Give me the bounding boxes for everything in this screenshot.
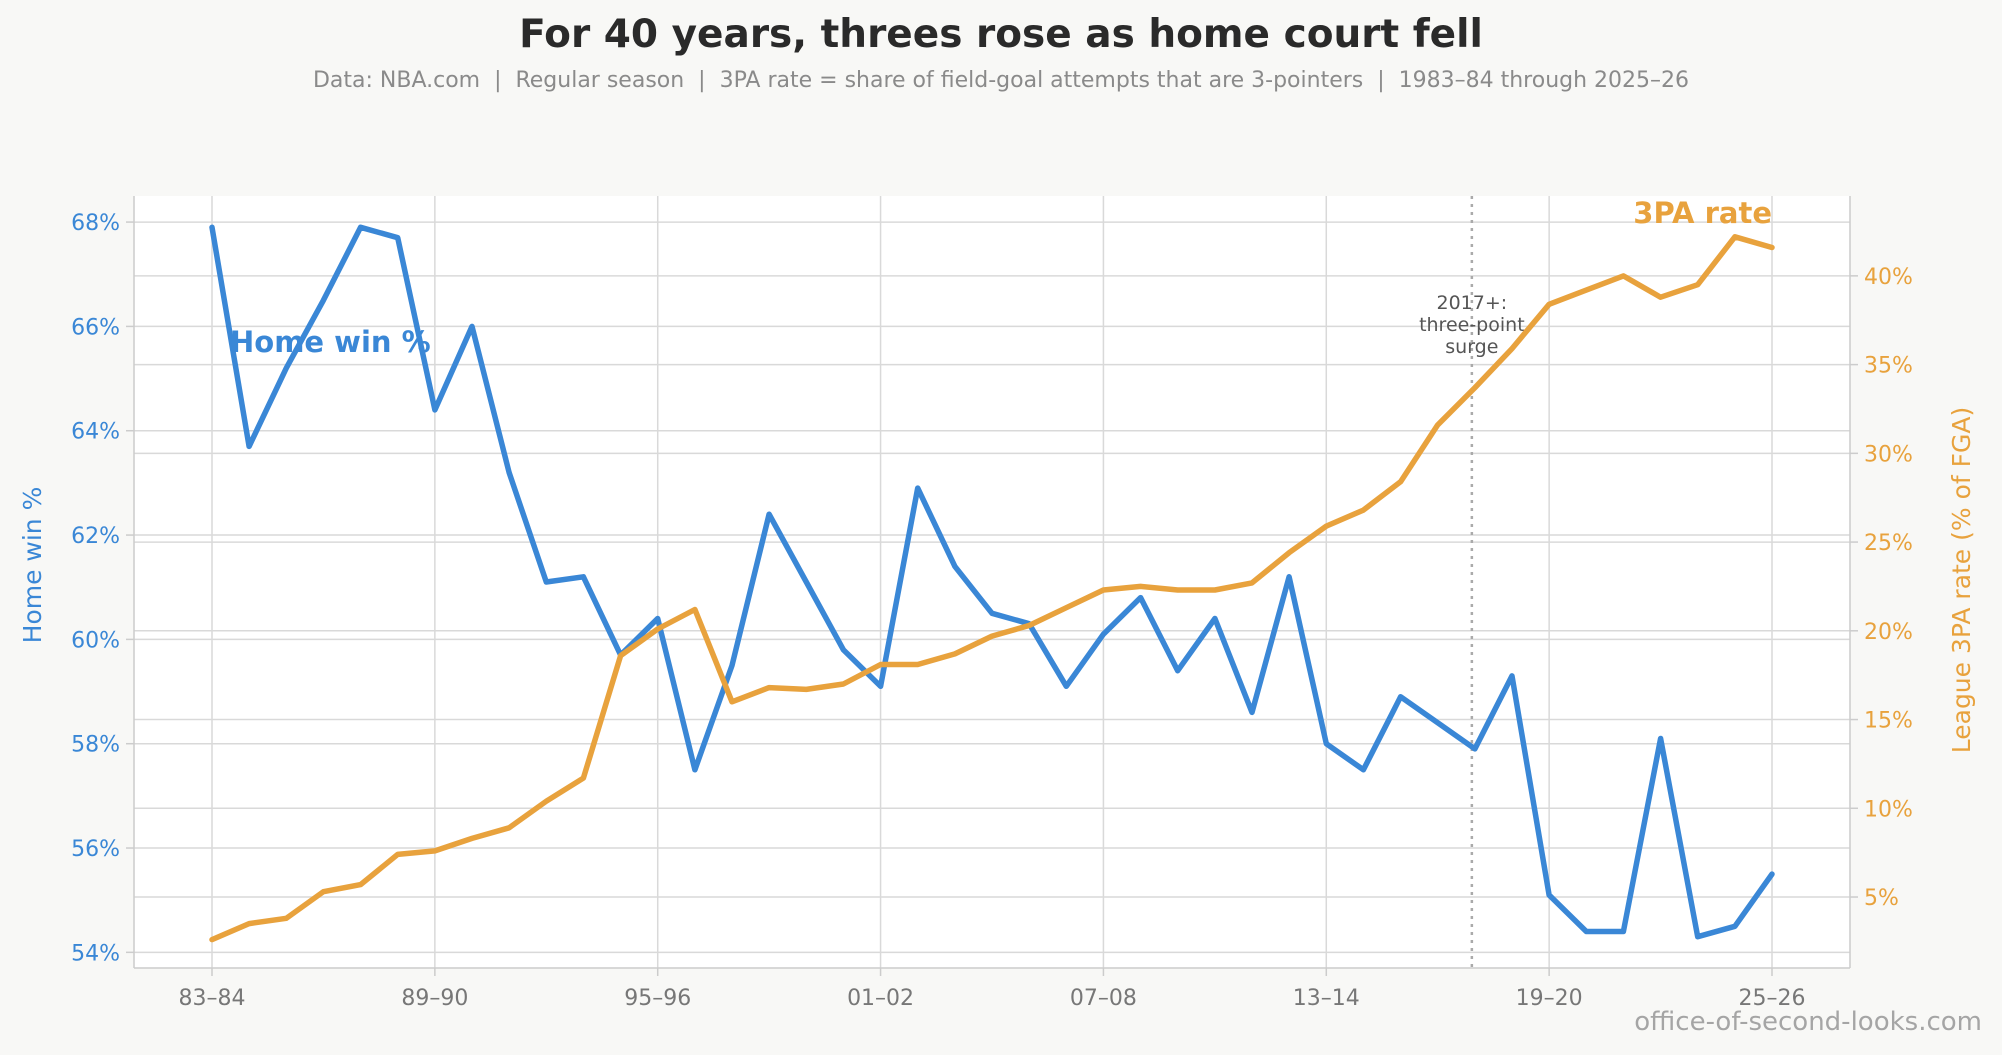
y-right-tick-label: 20% (1864, 620, 1913, 645)
series-label-3pa: 3PA rate (1633, 196, 1772, 230)
annotation-line-text: 2017+: (1437, 292, 1508, 314)
y-axis-left-label: Home win % (18, 487, 47, 644)
y-left-tick-label: 58% (71, 733, 120, 758)
annotation-line-text: surge (1445, 336, 1498, 358)
y-left-tick-label: 54% (71, 941, 120, 966)
y-right-tick-label: 15% (1864, 709, 1913, 734)
y-right-tick-label: 5% (1864, 886, 1899, 911)
chart-subtitle: Data: NBA.com | Regular season | 3PA rat… (312, 68, 1690, 93)
y-left-tick-label: 62% (71, 524, 120, 549)
series-line-home-win (209, 224, 1775, 940)
y-axis-right-label: League 3PA rate (% of FGA) (1947, 407, 1976, 754)
series-label-home: Home win % (230, 325, 431, 359)
x-axis: 83–84 89–90 95–96 01–02 07–08 13–14 19–20 25–26 (134, 967, 1850, 1011)
chart-title: For 40 years, threes rose as home court … (519, 12, 1483, 57)
y-right-tick-label: 35% (1864, 354, 1913, 379)
x-tick-label: 89–90 (401, 986, 468, 1011)
series-group (209, 224, 1775, 943)
y-axis-left: 54% 56% 58% 60% 62% 64% 66% 68% (71, 196, 135, 968)
y-left-tick-label: 66% (71, 315, 120, 340)
y-left-tick-label: 68% (71, 211, 120, 236)
y-right-tick-label: 30% (1864, 442, 1913, 467)
x-tick-label: 13–14 (1293, 986, 1360, 1011)
y-left-tick-label: 64% (71, 420, 120, 445)
series-line-3pa-rate (209, 234, 1775, 943)
x-tick-label: 25–26 (1739, 986, 1806, 1011)
x-tick-label: 19–20 (1516, 986, 1583, 1011)
watermark: office-of-second-looks.com (1634, 1007, 1982, 1037)
y-axis-right: 5% 10% 15% 20% 25% 30% 35% 40% (1849, 196, 1913, 968)
x-tick-label: 07–08 (1070, 986, 1137, 1011)
x-tick-label: 83–84 (179, 986, 246, 1011)
annotation-line-text: three-point (1419, 314, 1525, 336)
plot-background (134, 196, 1850, 968)
annotation-text: 2017+: three-point surge (1419, 292, 1525, 358)
annotation-group: 2017+: three-point surge (1419, 196, 1525, 968)
y-left-tick-label: 60% (71, 628, 120, 653)
y-right-tick-label: 40% (1864, 265, 1913, 290)
x-tick-label: 01–02 (847, 986, 914, 1011)
y-left-tick-label: 56% (71, 837, 120, 862)
y-right-tick-label: 25% (1864, 531, 1913, 556)
y-right-tick-label: 10% (1864, 797, 1913, 822)
x-tick-label: 95–96 (624, 986, 691, 1011)
grid-lines (134, 196, 1850, 968)
